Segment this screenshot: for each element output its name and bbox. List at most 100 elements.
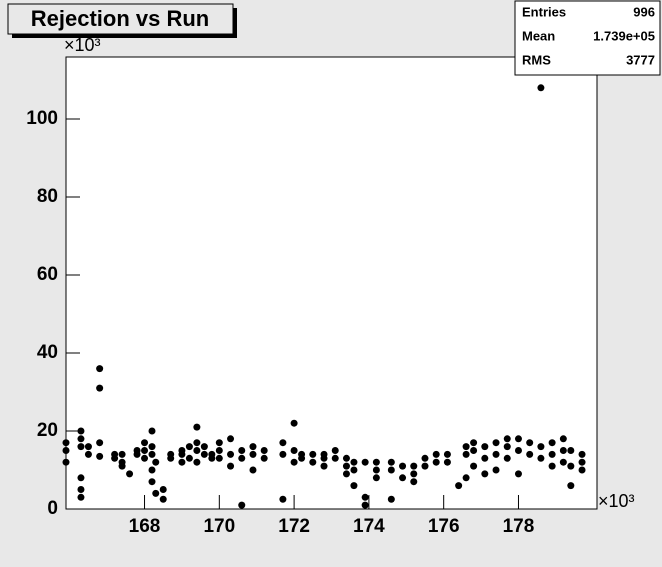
point: [361, 458, 369, 466]
point: [399, 474, 407, 482]
point: [84, 443, 92, 451]
point: [455, 482, 463, 490]
point: [320, 462, 328, 470]
y-tick-label: 80: [37, 186, 58, 207]
point: [167, 454, 175, 462]
point: [462, 450, 470, 458]
point: [77, 443, 85, 451]
point: [567, 447, 575, 455]
point: [514, 435, 522, 443]
point: [443, 458, 451, 466]
y-tick-label: 100: [26, 108, 58, 129]
point: [514, 470, 522, 478]
point: [126, 470, 134, 478]
point: [537, 443, 545, 451]
y-tick-label: 40: [37, 342, 58, 363]
point: [62, 458, 70, 466]
point: [227, 450, 235, 458]
point: [548, 439, 556, 447]
point: [279, 439, 287, 447]
plot-frame: [65, 56, 598, 510]
point: [215, 454, 223, 462]
point: [387, 495, 395, 503]
point: [548, 450, 556, 458]
point: [290, 419, 298, 427]
point: [432, 450, 440, 458]
point: [238, 454, 246, 462]
y-multiplier: ×10³: [64, 35, 101, 55]
point: [372, 474, 380, 482]
point: [410, 478, 418, 486]
point: [96, 365, 104, 373]
point: [470, 462, 478, 470]
point: [387, 458, 395, 466]
point: [152, 489, 160, 497]
point: [537, 454, 545, 462]
point: [260, 454, 268, 462]
stats-box: [514, 0, 661, 76]
point: [260, 447, 268, 455]
point: [111, 454, 119, 462]
point: [503, 435, 511, 443]
point: [227, 435, 235, 443]
point: [443, 450, 451, 458]
point: [77, 435, 85, 443]
y-tick-label: 20: [37, 420, 58, 441]
point: [133, 450, 141, 458]
point: [350, 466, 358, 474]
point: [462, 474, 470, 482]
point: [350, 482, 358, 490]
point: [578, 458, 586, 466]
point: [548, 462, 556, 470]
point: [148, 443, 156, 451]
x-tick-label: 172: [278, 516, 310, 537]
point: [578, 466, 586, 474]
point: [159, 486, 167, 494]
point: [159, 495, 167, 503]
point: [298, 454, 306, 462]
point: [77, 493, 85, 501]
stats-value: 3777: [626, 52, 655, 67]
point: [290, 447, 298, 455]
point: [526, 450, 534, 458]
stats-label: Entries: [522, 4, 566, 19]
point: [567, 462, 575, 470]
point: [62, 447, 70, 455]
point: [503, 443, 511, 451]
point: [62, 439, 70, 447]
point: [567, 482, 575, 490]
x-tick-label: 178: [503, 516, 535, 537]
point: [148, 466, 156, 474]
point: [421, 462, 429, 470]
point: [185, 454, 193, 462]
point: [141, 447, 149, 455]
point: [193, 447, 201, 455]
point: [215, 439, 223, 447]
point: [526, 439, 534, 447]
point: [193, 439, 201, 447]
point: [238, 447, 246, 455]
point: [342, 454, 350, 462]
point: [410, 462, 418, 470]
point: [470, 439, 478, 447]
x-tick-label: 168: [129, 516, 161, 537]
point: [152, 458, 160, 466]
point: [361, 493, 369, 501]
point: [141, 439, 149, 447]
point: [96, 452, 104, 460]
point: [492, 450, 500, 458]
point: [249, 466, 257, 474]
point: [421, 454, 429, 462]
point: [559, 458, 567, 466]
point: [387, 466, 395, 474]
point: [141, 454, 149, 462]
point: [399, 462, 407, 470]
point: [492, 466, 500, 474]
point: [148, 478, 156, 486]
point: [77, 427, 85, 435]
point: [559, 447, 567, 455]
point: [193, 458, 201, 466]
point: [559, 435, 567, 443]
point: [148, 427, 156, 435]
